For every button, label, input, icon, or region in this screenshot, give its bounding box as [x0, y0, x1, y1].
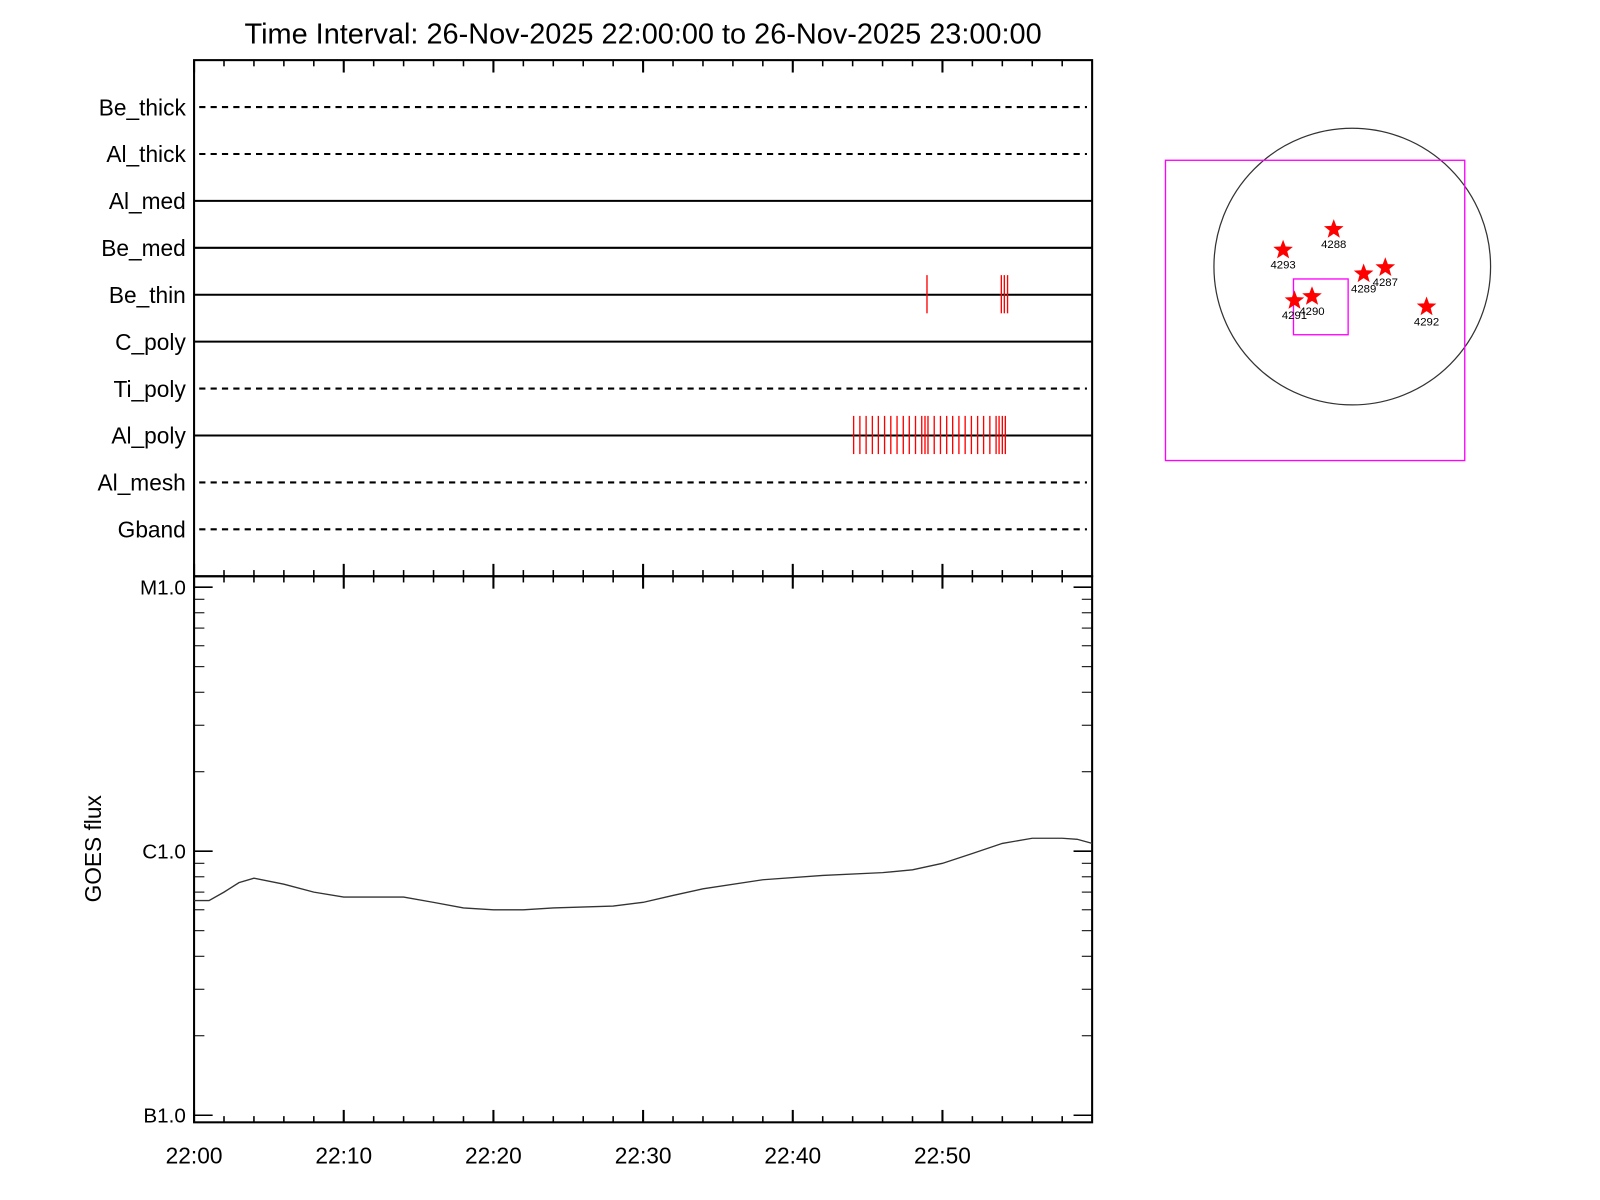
active-region-star [1323, 219, 1344, 238]
x-tick-label: 22:00 [166, 1143, 223, 1169]
filter-label: Al_mesh [98, 470, 186, 496]
filter-label: Al_poly [111, 423, 186, 449]
active-region-star [1416, 296, 1437, 316]
fov-box [1292, 278, 1349, 336]
region-label: 4288 [1321, 239, 1346, 251]
filter-label: Al_thick [106, 141, 186, 167]
filter-label: Be_thin [109, 282, 186, 308]
active-region-star [1284, 290, 1305, 309]
active-region-star [1375, 257, 1396, 276]
solar-limb [1213, 127, 1492, 406]
region-label: 4292 [1414, 316, 1439, 328]
region-label: 4291 [1282, 310, 1307, 322]
y-axis-label: GOES flux [80, 795, 106, 903]
y-tick-label: C1.0 [142, 840, 186, 863]
filter-label: Ti_poly [114, 376, 187, 402]
active-region-star [1353, 263, 1374, 283]
goes-flux-line [194, 837, 1093, 911]
x-tick-label: 22:40 [764, 1143, 821, 1169]
region-label: 4287 [1373, 277, 1398, 289]
filter-label: Gband [118, 517, 186, 543]
fov-box [1164, 159, 1466, 462]
filter-label: C_poly [115, 329, 186, 355]
x-tick-label: 22:10 [315, 1143, 372, 1169]
region-label: 4293 [1270, 260, 1295, 272]
x-tick-label: 22:20 [465, 1143, 522, 1169]
y-tick-label: B1.0 [143, 1104, 185, 1127]
filter-label: Al_med [109, 188, 186, 214]
chart-title: Time Interval: 26-Nov-2025 22:00:00 to 2… [245, 19, 1042, 51]
region-label: 4289 [1351, 283, 1376, 295]
filter-label: Be_med [101, 235, 186, 261]
active-region-star [1273, 239, 1293, 259]
region-label: 4290 [1299, 306, 1324, 318]
y-tick-label: M1.0 [140, 576, 186, 599]
active-region-star [1302, 286, 1322, 305]
x-tick-label: 22:50 [914, 1143, 971, 1169]
x-tick-label: 22:30 [615, 1143, 672, 1169]
filter-label: Be_thick [99, 94, 187, 120]
